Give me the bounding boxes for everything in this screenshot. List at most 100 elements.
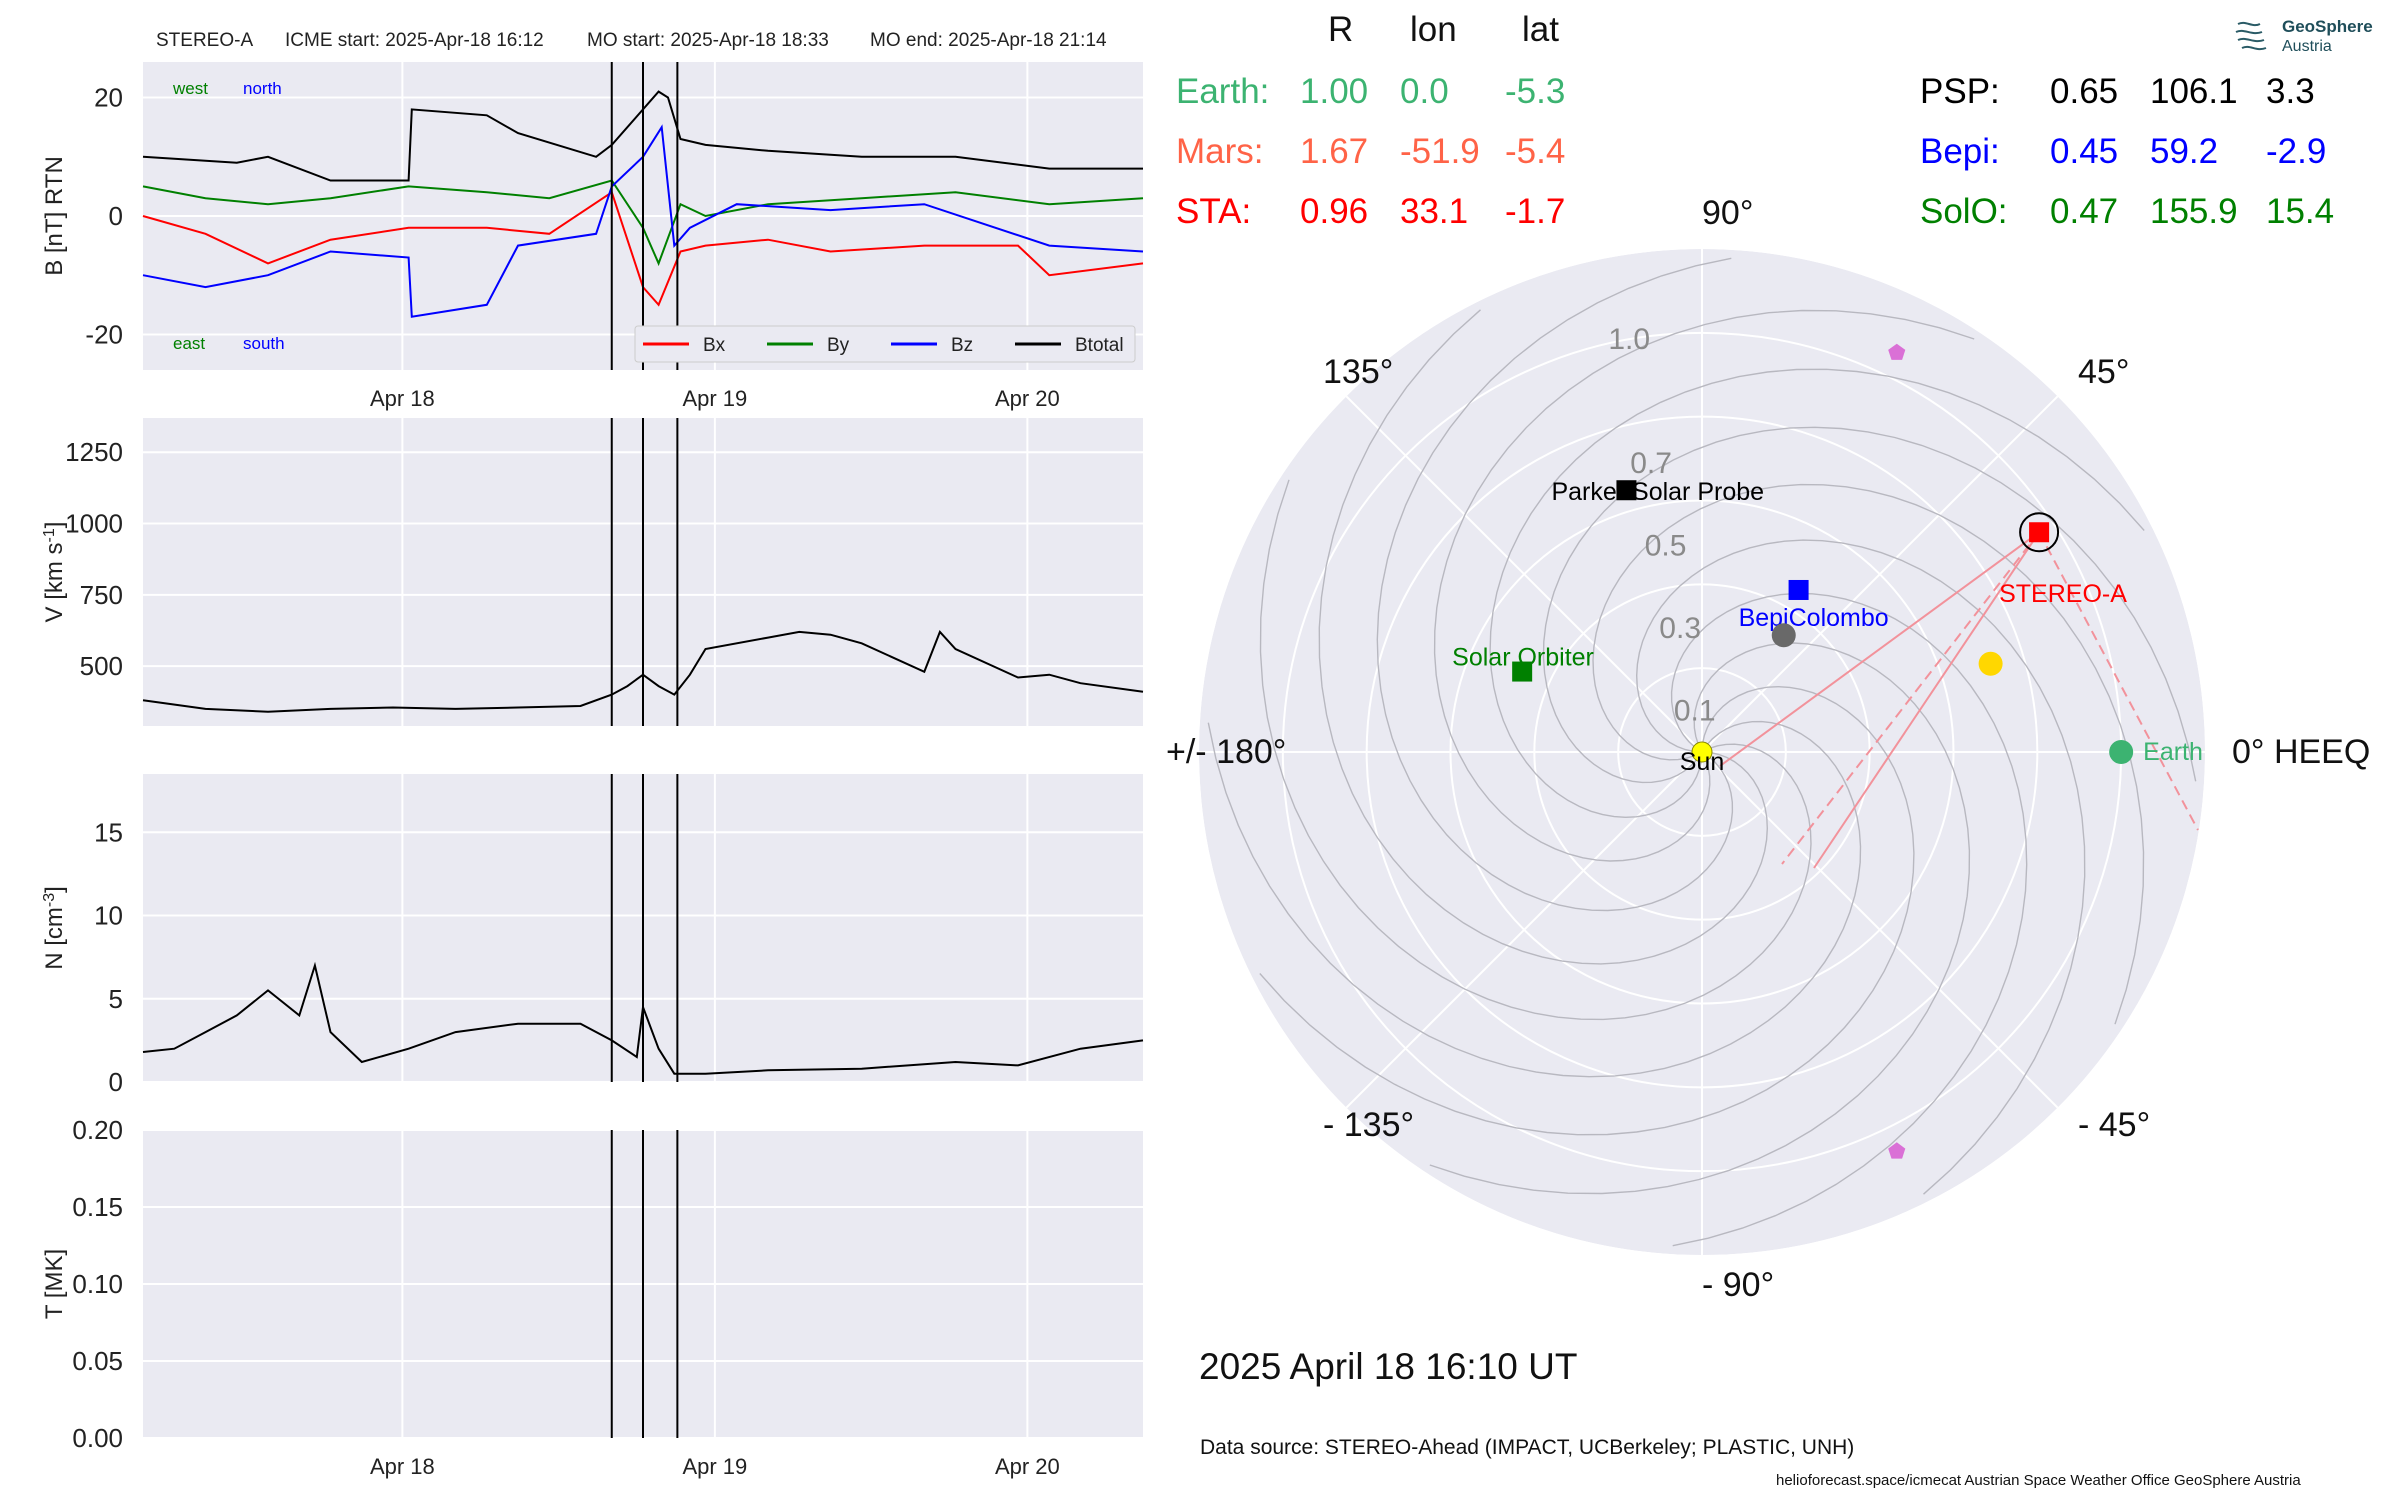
parker-spiral: [1433, 309, 1975, 862]
parker-spiral: [1635, 539, 2086, 1195]
y-tick-label: 0: [109, 1067, 123, 1097]
x-tick-label: Apr 19: [682, 386, 747, 411]
parker-spiral: [1259, 479, 1812, 1021]
icme-start-text: ICME start: 2025-Apr-18 16:12: [285, 30, 544, 51]
position-left-2-lon: 33.1: [1400, 192, 1469, 231]
position-left-1-R: 1.67: [1300, 132, 1369, 171]
y-tick-label: 15: [94, 817, 123, 847]
fov-edge-line: [2038, 531, 2199, 831]
x-tick-label: Apr 20: [995, 386, 1060, 411]
geosphere-logo-icon: [2235, 21, 2267, 51]
angle-label: 0° HEEQ: [2232, 733, 2370, 771]
position-left-0-R: 1.00: [1300, 72, 1369, 111]
position-left-1-lon: -51.9: [1400, 132, 1480, 171]
position-right-2-lon: 155.9: [2150, 192, 2238, 231]
position-left-0-lon: 0.0: [1400, 72, 1449, 111]
legend-label-bx: Bx: [703, 335, 726, 356]
timeseries-panel-2: 0 5 10 15 N [cm-3]: [41, 774, 1144, 1097]
x-tick-label: Apr 18: [370, 1454, 435, 1479]
geosphere-logo: GeoSphere Austria: [2232, 14, 2373, 58]
position-right-2-label: SolO:: [1920, 192, 2008, 231]
position-right-0-lat: 3.3: [2266, 72, 2315, 111]
series-line-v: [142, 630, 1144, 713]
spacecraft-title: STEREO-A: [156, 30, 254, 51]
x-tick-label: Apr 18: [370, 386, 435, 411]
legend-box: [634, 325, 1136, 363]
position-right-1-lon: 59.2: [2150, 132, 2219, 171]
label-parker-solar-probe: Parker Solar Probe: [1551, 478, 1764, 506]
marker-bepicolombo: [1788, 579, 1809, 600]
parker-spiral: [1429, 642, 1971, 1195]
column-header-lon: lon: [1410, 10, 1457, 49]
position-left-0-lat: -5.3: [1505, 72, 1566, 111]
parker-spiral: [1318, 309, 1769, 965]
position-right-1-label: Bepi:: [1920, 132, 2000, 171]
angle-label: 45°: [2078, 353, 2129, 391]
label-earth: Earth: [2143, 738, 2203, 766]
plot-date: 2025 April 18 16:10 UT: [1199, 1346, 1578, 1387]
radial-tick-label: 1.0: [1608, 323, 1650, 356]
position-right-0-label: PSP:: [1920, 72, 2000, 111]
marker-juice: [1888, 343, 1906, 360]
label-solar-orbiter: Solar Orbiter: [1452, 644, 1594, 672]
annotation-east: east: [173, 334, 205, 353]
parker-spiral: [1542, 426, 2197, 784]
position-right-1-R: 0.45: [2050, 132, 2119, 171]
radial-tick-label: 0.3: [1659, 612, 1701, 645]
y-tick-label: 10: [94, 901, 123, 931]
legend-label-btotal: Btotal: [1075, 335, 1124, 356]
parker-spiral: [1376, 257, 1734, 912]
angle-label: - 45°: [2078, 1106, 2150, 1144]
polar-overlays: 0.1 0.3 0.5 0.7 1.0 0° HEEQ 45° 90° 135° +/- 180°…: [1166, 194, 2370, 1304]
position-right-2-R: 0.47: [2050, 192, 2119, 231]
x-tick-label: Apr 19: [682, 1454, 747, 1479]
parker-spiral: [1207, 720, 1862, 1078]
angular-gridline: [1701, 751, 2059, 1109]
angular-gridline: [1345, 395, 1703, 753]
timeseries-panel-3: 0.00 0.05 0.10 0.15 0.20 Apr 18 Apr 19 Apr 20 T …: [41, 1115, 1143, 1479]
series-line-bx: [142, 190, 1144, 307]
position-right-0-R: 0.65: [2050, 72, 2119, 111]
position-left-2-label: STA:: [1176, 192, 1252, 231]
footer-credits: helioforecast.space/icmecat Austrian Spa…: [1776, 1472, 2301, 1489]
y-axis-label-exponent: -1: [41, 528, 58, 542]
position-right-1-lat: -2.9: [2266, 132, 2327, 171]
marker-stereo-a: [2029, 522, 2050, 543]
mo-end-text: MO end: 2025-Apr-18 21:14: [870, 30, 1107, 51]
marker-stereo-a-ring: [2019, 512, 2060, 553]
radial-tick-label: 0.5: [1645, 530, 1687, 563]
parker-spiral: [1670, 592, 2028, 1247]
logo-text-line2: Austria: [2282, 38, 2332, 55]
position-left-1-lat: -5.4: [1505, 132, 1566, 171]
y-tick-label: 0.05: [72, 1346, 123, 1376]
y-tick-label: 500: [80, 651, 123, 681]
parker-spiral: [1592, 483, 2145, 1025]
y-tick-label: 1250: [65, 437, 123, 467]
label-bepicolombo: BepiColombo: [1739, 604, 1889, 632]
marker-europa-clipper: [1888, 1142, 1906, 1159]
radial-tick-label: 0.7: [1630, 447, 1672, 480]
parker-spiral: [1259, 685, 1915, 1136]
series-line-btotal: [142, 90, 1143, 182]
label-stereo-a: STEREO-A: [1999, 580, 2127, 608]
legend-label-by: By: [827, 335, 850, 356]
column-header-lat: lat: [1522, 10, 1559, 49]
y-axis-label: N [cm-3]: [41, 886, 69, 970]
timeseries-panel-1: 500 750 1000 1250 V [km s-1]: [41, 418, 1144, 726]
y-tick-label: 0.15: [72, 1192, 123, 1222]
y-axis-label: B [nT] RTN: [41, 156, 68, 276]
marker-venus: [1978, 651, 2003, 676]
y-tick-label: 0.20: [72, 1115, 123, 1145]
marker-solar-orbiter: [1512, 661, 1533, 682]
angular-gridline: [1345, 751, 1703, 1109]
marker-earth: [2109, 740, 2134, 764]
angle-label: 135°: [1323, 353, 1393, 391]
position-right-2-lat: 15.4: [2266, 192, 2335, 231]
marker-parker-solar-probe: [1616, 480, 1637, 501]
position-right-0-lon: 106.1: [2150, 72, 2238, 111]
cme-boundary-line: [1813, 531, 2040, 869]
timeseries-panel-0: -20 0 20 Apr 18 Apr 19 Apr 20 B [nT] RTN west no…: [41, 62, 1144, 411]
y-axis-label: T [MK]: [41, 1249, 68, 1319]
